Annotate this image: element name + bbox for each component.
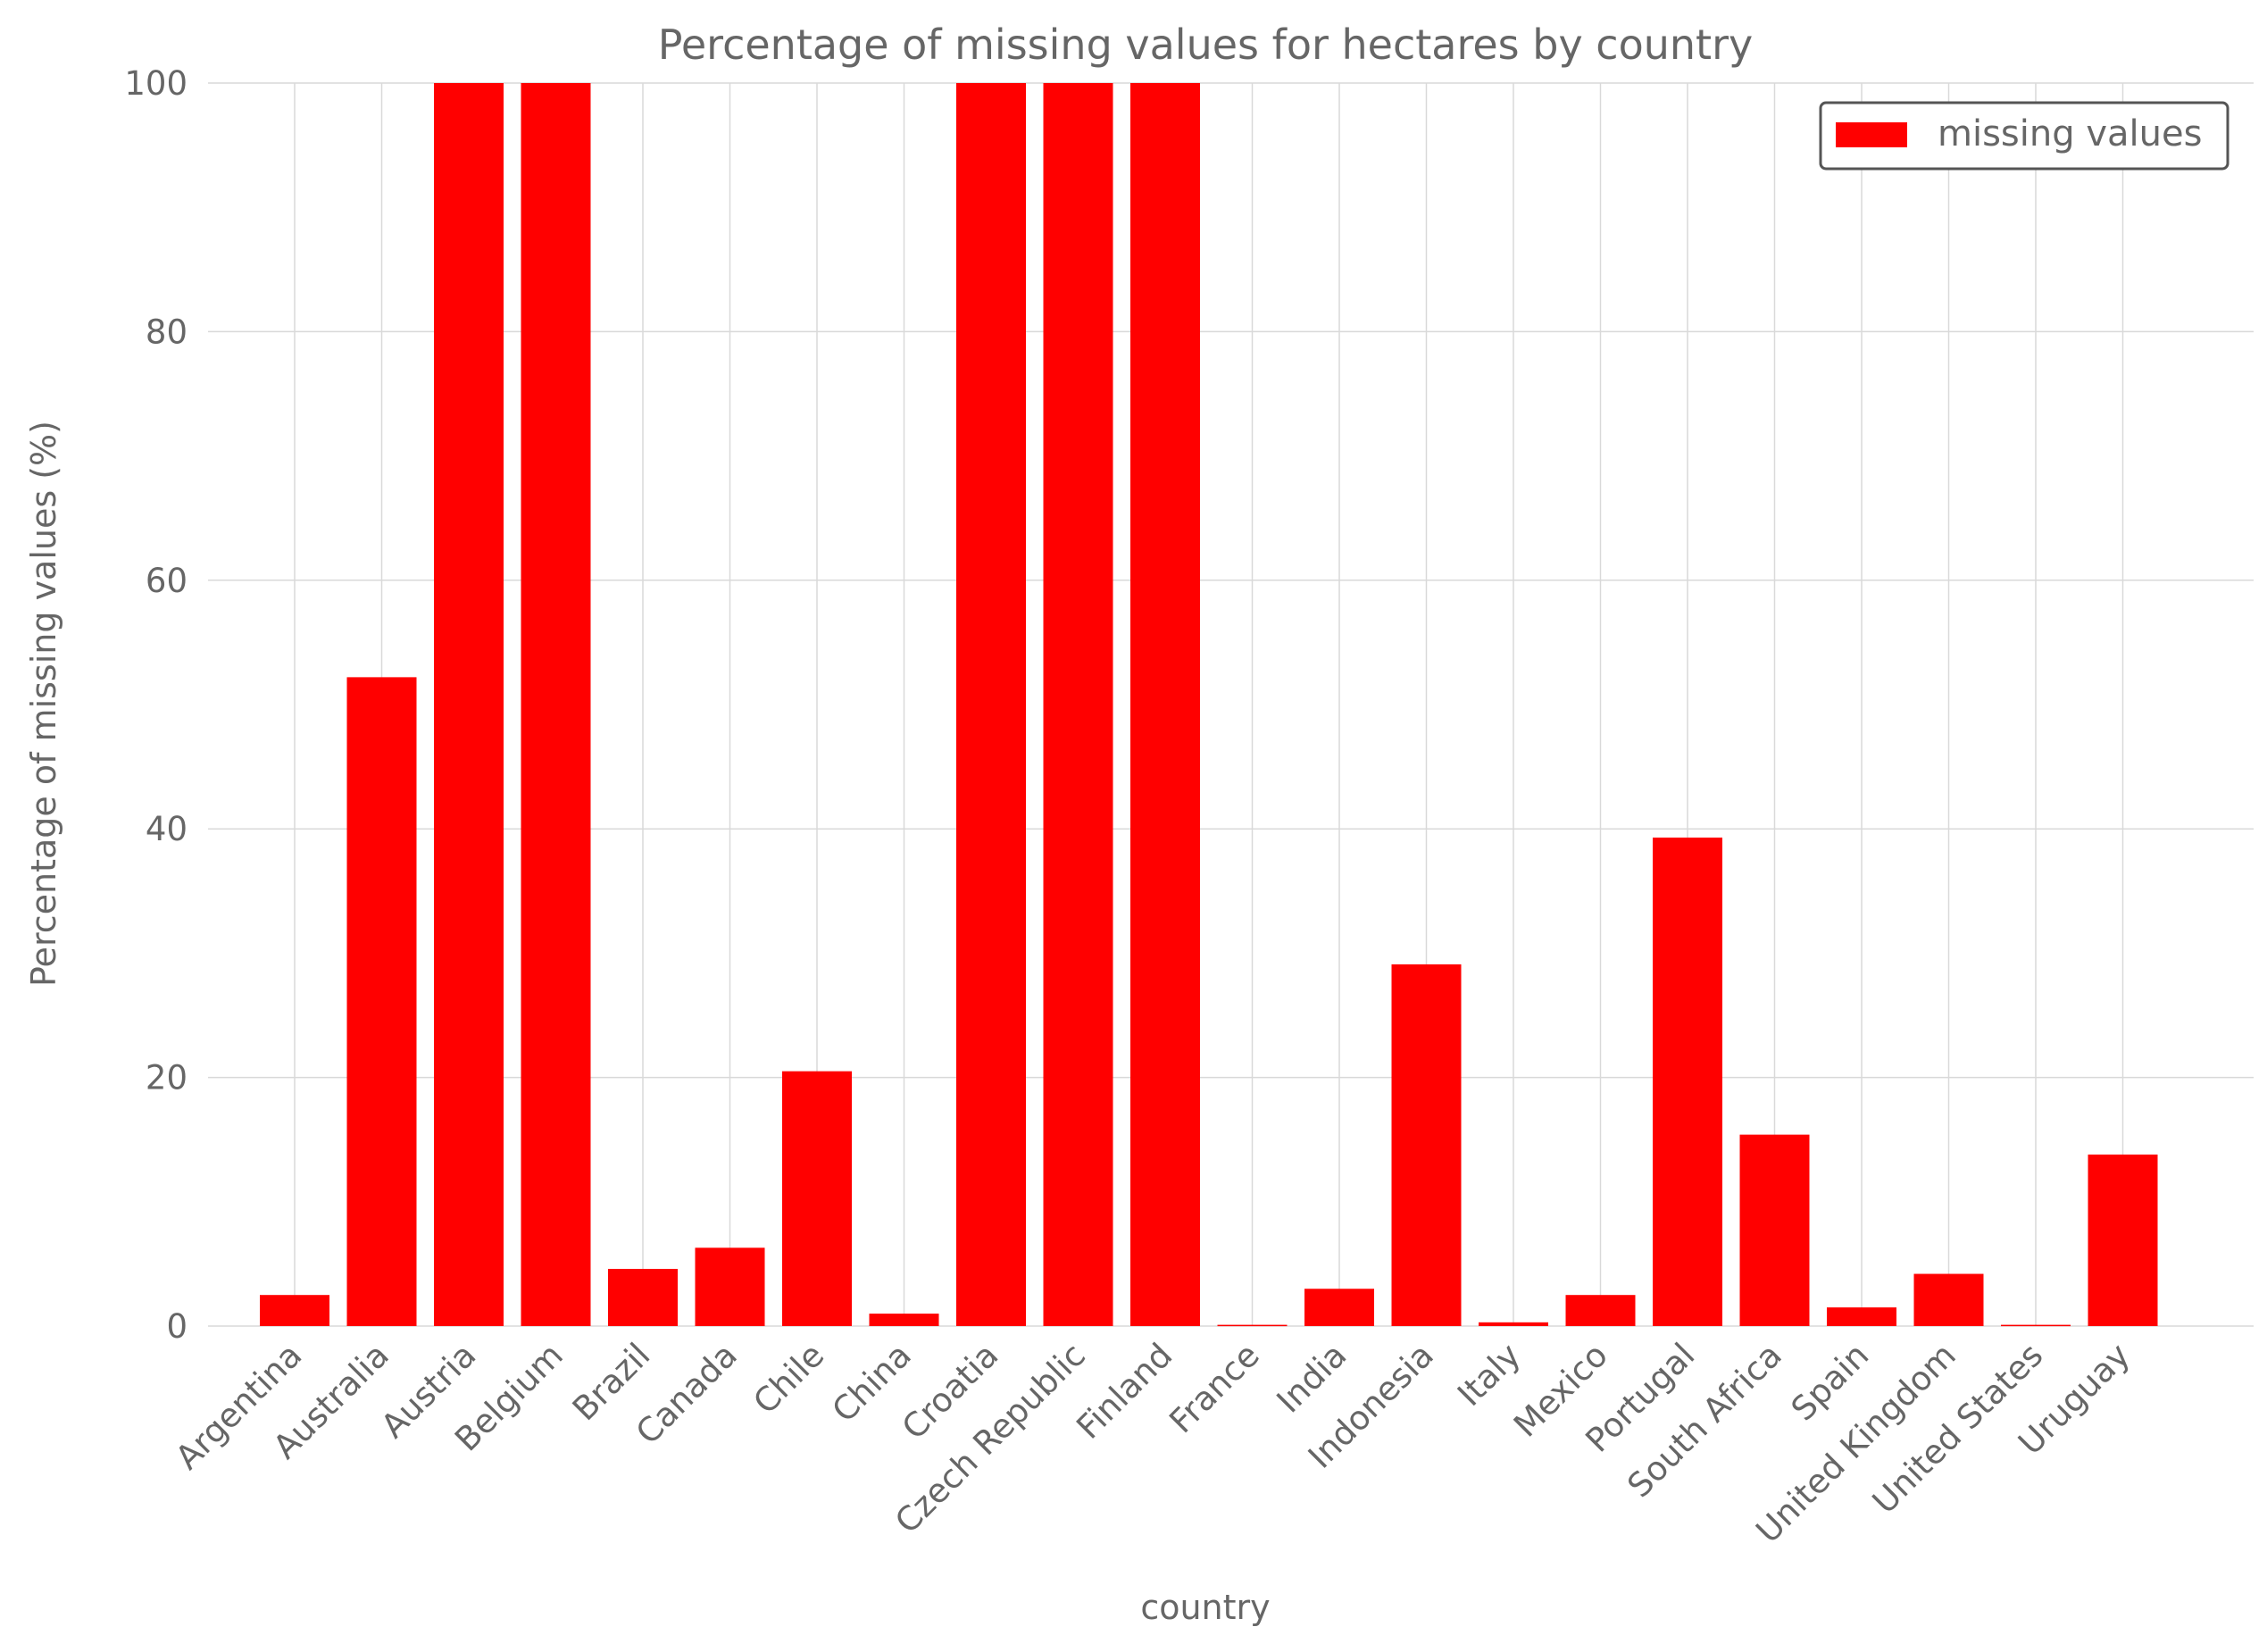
bar-australia [346, 677, 417, 1326]
bar-belgium [521, 83, 591, 1326]
bar-india [1304, 1289, 1374, 1326]
bar-mexico [1565, 1295, 1636, 1326]
bar-spain [1827, 1307, 1896, 1326]
x-axis-label: country [1140, 1588, 1270, 1627]
y-axis-label: Percentage of missing values (%) [24, 421, 63, 987]
y-tick-label: 0 [166, 1307, 188, 1346]
y-tick-label: 100 [124, 64, 188, 103]
bar-czech-republic [1043, 83, 1113, 1326]
y-tick-label: 80 [146, 313, 188, 351]
bar-france [1217, 1324, 1288, 1327]
x-tick-label: South Africa [1620, 1336, 1788, 1505]
x-axis-ticks: ArgentinaAustraliaAustriaBelgiumBrazilCa… [168, 1336, 2138, 1550]
bars [260, 83, 2158, 1327]
x-tick-label: France [1162, 1336, 1266, 1440]
y-tick-label: 60 [146, 562, 188, 600]
bar-canada [695, 1247, 765, 1326]
bar-indonesia [1391, 964, 1462, 1326]
y-axis-ticks: 0 20 40 60 80 100 [124, 64, 188, 1346]
bar-chile [782, 1071, 852, 1326]
bar-portugal [1653, 837, 1722, 1326]
bar-uruguay [2088, 1154, 2158, 1326]
bar-austria [434, 83, 504, 1326]
y-tick-label: 40 [146, 810, 188, 848]
bar-italy [1479, 1322, 1548, 1326]
bar-united-kingdom [1913, 1273, 1984, 1326]
chart-title: Percentage of missing values for hectare… [658, 21, 1753, 69]
x-tick-label: Italy [1450, 1336, 1528, 1414]
grid-lines [208, 82, 2254, 1327]
legend-swatch [1836, 122, 1907, 147]
legend: missing values [1819, 101, 2229, 171]
y-tick-label: 20 [146, 1059, 188, 1097]
x-tick-label: Finland [1069, 1336, 1179, 1447]
x-tick-label: Chile [746, 1336, 831, 1422]
legend-box [1819, 101, 2229, 171]
legend-label: missing values [1938, 113, 2202, 154]
bar-croatia [956, 83, 1026, 1326]
bar-argentina [260, 1295, 329, 1326]
bar-south-africa [1739, 1134, 1810, 1326]
bar-finland [1130, 83, 1200, 1326]
bar-china [869, 1314, 939, 1326]
bar-brazil [608, 1268, 678, 1326]
bar-united-states [2001, 1324, 2071, 1327]
